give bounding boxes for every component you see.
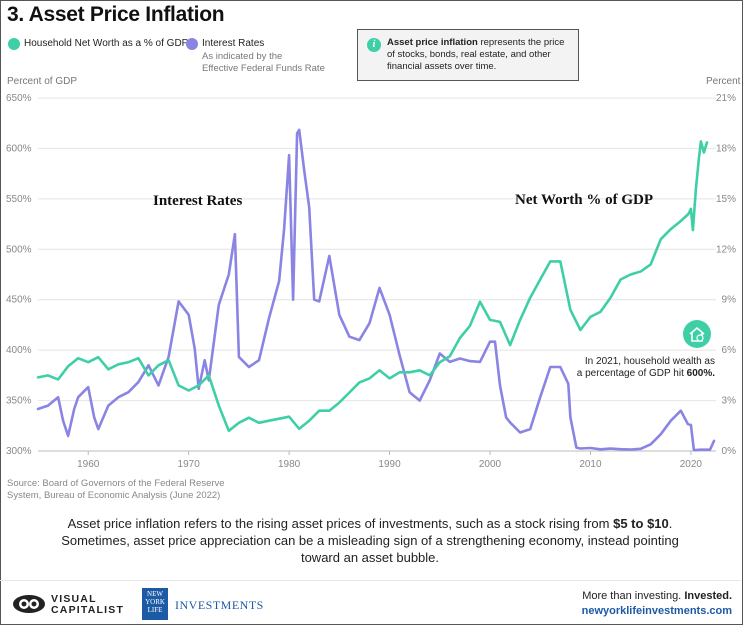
left-axis-title: Percent of GDP — [7, 76, 78, 87]
left-tick-label: 350% — [6, 396, 32, 407]
source-line-2: System, Bureau of Economic Analysis (Jun… — [7, 490, 221, 501]
info-box: i Asset price inflation represents the p… — [357, 29, 579, 81]
x-tick-label: 1960 — [77, 459, 100, 470]
tagline-bold: Invested. — [684, 590, 732, 602]
right-tick-label: 3% — [722, 396, 737, 407]
right-tick-label: 0% — [722, 446, 737, 457]
x-tick-label: 2020 — [680, 459, 703, 470]
right-tick-label: 9% — [722, 295, 737, 306]
net-worth-series-line — [36, 140, 709, 433]
caption: Asset price inflation refers to the risi… — [60, 515, 680, 566]
interest-legend-label: Interest Rates — [202, 38, 265, 49]
left-tick-label: 300% — [6, 446, 32, 457]
info-text: Asset price inflation represents the pri… — [387, 37, 573, 73]
left-tick-label: 500% — [6, 244, 32, 255]
page-title: 3. Asset Price Inflation — [7, 3, 225, 26]
house-icon — [683, 320, 711, 348]
left-tick-label: 450% — [6, 295, 32, 306]
interest-legend-note-2: Effective Federal Funds Rate — [202, 63, 325, 74]
nyl-line-3: LIFE — [147, 606, 163, 614]
callout-line-1: In 2021, household wealth as — [584, 356, 715, 367]
vc-line-1: VISUAL — [51, 593, 97, 605]
visual-capitalist-logo-icon — [13, 595, 45, 613]
x-tick-label: 2000 — [479, 459, 502, 470]
chart-grid — [38, 97, 716, 452]
callout-bold: 600%. — [686, 368, 715, 379]
website-link[interactable]: newyorklifeinvestments.com — [581, 605, 732, 617]
interest-rate-series-line — [36, 128, 716, 452]
x-tick-label: 1970 — [178, 459, 201, 470]
footer-divider — [0, 580, 741, 581]
nyl-line-1: NEW — [147, 590, 163, 598]
left-tick-label: 600% — [6, 143, 32, 154]
source-note: Source: Board of Governors of the Federa… — [7, 478, 225, 502]
callout-text: In 2021, household wealth as a percentag… — [565, 356, 715, 380]
left-tick-label: 400% — [6, 345, 32, 356]
nyl-line-2: YORK — [145, 598, 165, 606]
info-bold: Asset price inflation — [387, 37, 478, 48]
net-worth-legend-dot — [8, 38, 20, 50]
x-tick-label: 1990 — [378, 459, 401, 470]
x-tick-label: 1980 — [278, 459, 301, 470]
right-tick-label: 6% — [722, 345, 737, 356]
net-worth-annotation: Net Worth % of GDP — [515, 192, 653, 208]
tagline: More than investing. Invested. — [582, 590, 732, 602]
visual-capitalist-wordmark[interactable]: VISUAL CAPITALIST — [51, 594, 124, 616]
investments-wordmark: INVESTMENTS — [175, 598, 264, 612]
left-tick-label: 550% — [6, 194, 32, 205]
net-worth-legend-label: Household Net Worth as a % of GDP — [24, 38, 189, 49]
right-tick-label: 21% — [716, 93, 736, 104]
right-tick-label: 12% — [716, 244, 736, 255]
left-tick-label: 650% — [6, 93, 32, 104]
right-tick-label: 18% — [716, 143, 736, 154]
source-line-1: Source: Board of Governors of the Federa… — [7, 478, 225, 489]
vc-line-2: CAPITALIST — [51, 604, 125, 616]
x-tick-label: 2010 — [579, 459, 602, 470]
tagline-text: More than investing. — [582, 590, 685, 602]
chart-plot: 300% 0% 350% 3% 400% 6% 450% 9% 500% 12% 550% 15% 60… — [6, 93, 736, 470]
right-tick-label: 15% — [716, 194, 736, 205]
caption-part-1: Asset price inflation refers to the risi… — [67, 516, 614, 531]
caption-part-2: . Sometimes, asset price appreciation ca… — [61, 516, 679, 565]
right-axis-title: Percent — [706, 76, 741, 87]
callout-line-2: a percentage of GDP hit 600%. — [565, 368, 715, 380]
chart-lines — [36, 128, 716, 452]
chart-ticks: 300% 0% 350% 3% 400% 6% 450% 9% 500% 12% 550% 15% 60… — [6, 93, 736, 470]
interest-rates-annotation: Interest Rates — [153, 193, 242, 209]
caption-bold: $5 to $10 — [613, 516, 669, 531]
interest-legend-note-1: As indicated by the — [202, 51, 283, 62]
info-icon: i — [367, 38, 381, 52]
new-york-life-logo[interactable]: NEW YORK LIFE — [142, 588, 168, 620]
interest-legend-dot — [186, 38, 198, 50]
callout-line-2-text: a percentage of GDP hit — [576, 368, 687, 379]
info-body: represents the price of stocks, bonds, r… — [387, 37, 565, 72]
